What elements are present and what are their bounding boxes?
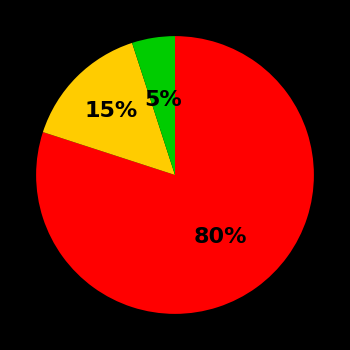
Wedge shape xyxy=(43,43,175,175)
Text: 5%: 5% xyxy=(144,90,182,110)
Text: 80%: 80% xyxy=(193,227,247,247)
Wedge shape xyxy=(132,36,175,175)
Text: 15%: 15% xyxy=(85,101,138,121)
Wedge shape xyxy=(36,36,314,314)
